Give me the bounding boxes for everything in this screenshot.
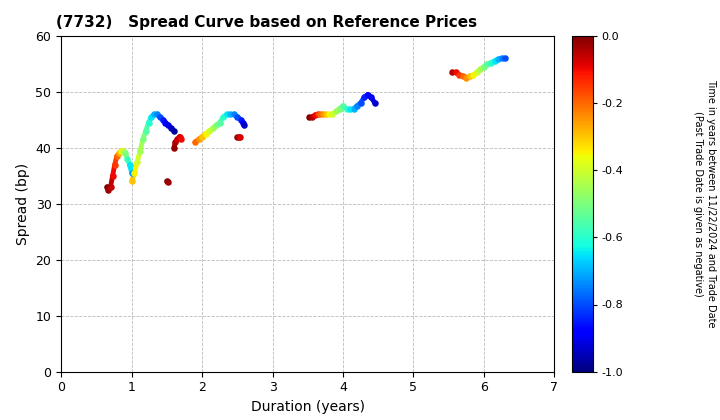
Point	[450, 69, 462, 76]
Point	[166, 125, 177, 131]
Point	[351, 102, 363, 109]
Point	[210, 122, 222, 129]
Point	[318, 111, 329, 118]
Point	[457, 73, 469, 79]
Point	[461, 74, 472, 81]
Point	[235, 116, 247, 123]
Point	[232, 133, 243, 140]
Point	[197, 133, 208, 140]
Point	[170, 139, 181, 145]
Point	[157, 116, 168, 123]
Text: (7732)   Spread Curve based on Reference Prices: (7732) Spread Curve based on Reference P…	[56, 16, 477, 30]
Point	[221, 111, 233, 118]
Point	[168, 128, 180, 134]
Point	[348, 105, 359, 112]
Point	[337, 102, 348, 109]
Point	[143, 119, 154, 126]
Point	[341, 105, 352, 112]
Point	[120, 150, 131, 157]
Point	[238, 122, 250, 129]
Point	[344, 105, 356, 112]
Point	[189, 139, 201, 145]
Y-axis label: Spread (bp): Spread (bp)	[16, 163, 30, 245]
Point	[163, 179, 174, 186]
Point	[446, 69, 458, 76]
X-axis label: Duration (years): Duration (years)	[251, 400, 365, 414]
Point	[315, 111, 326, 118]
Point	[366, 94, 377, 101]
Point	[489, 58, 500, 64]
Point	[124, 161, 135, 168]
Point	[204, 128, 215, 134]
Point	[320, 111, 332, 118]
Point	[135, 147, 146, 154]
Point	[160, 119, 171, 126]
Point	[115, 147, 127, 154]
Point	[168, 144, 180, 151]
Point	[485, 59, 497, 66]
Point	[237, 119, 248, 126]
Point	[107, 172, 118, 179]
Point	[138, 136, 149, 143]
Point	[362, 91, 374, 98]
Point	[207, 125, 218, 131]
Point	[161, 178, 173, 185]
Point	[228, 111, 240, 118]
Point	[154, 113, 166, 120]
Point	[175, 136, 186, 143]
Point	[232, 113, 243, 120]
Point	[214, 119, 225, 126]
Point	[132, 158, 143, 165]
Point	[482, 60, 493, 67]
Point	[478, 63, 490, 70]
Point	[111, 153, 122, 160]
Point	[193, 136, 204, 143]
Point	[126, 170, 138, 176]
Point	[126, 178, 138, 185]
Point	[233, 133, 245, 140]
Point	[109, 161, 120, 168]
Point	[471, 69, 482, 76]
Point	[145, 113, 157, 120]
Point	[163, 122, 174, 129]
Point	[217, 113, 229, 120]
Point	[105, 184, 117, 190]
Point	[492, 56, 504, 63]
Point	[496, 55, 508, 61]
Point	[113, 150, 125, 157]
Point	[474, 66, 486, 73]
Text: Time in years between 11/22/2024 and Trade Date
(Past Trade Date is given as neg: Time in years between 11/22/2024 and Tra…	[693, 79, 716, 328]
Point	[306, 113, 318, 120]
Point	[323, 111, 335, 118]
Point	[151, 111, 163, 118]
Point	[355, 100, 366, 106]
Point	[117, 147, 129, 154]
Point	[225, 111, 236, 118]
Point	[103, 186, 114, 193]
Point	[148, 111, 160, 118]
Point	[309, 112, 320, 118]
Point	[129, 170, 140, 176]
Point	[334, 105, 346, 112]
Point	[454, 71, 465, 78]
Point	[140, 128, 151, 134]
Point	[330, 108, 342, 115]
Point	[467, 71, 479, 78]
Point	[122, 155, 133, 162]
Point	[171, 136, 183, 143]
Point	[235, 133, 246, 140]
Point	[500, 55, 511, 61]
Point	[369, 100, 380, 106]
Point	[464, 73, 476, 79]
Point	[359, 94, 370, 101]
Point	[200, 130, 212, 137]
Point	[327, 111, 338, 118]
Point	[102, 184, 113, 190]
Point	[303, 113, 315, 120]
Point	[312, 111, 323, 118]
Point	[174, 133, 185, 140]
